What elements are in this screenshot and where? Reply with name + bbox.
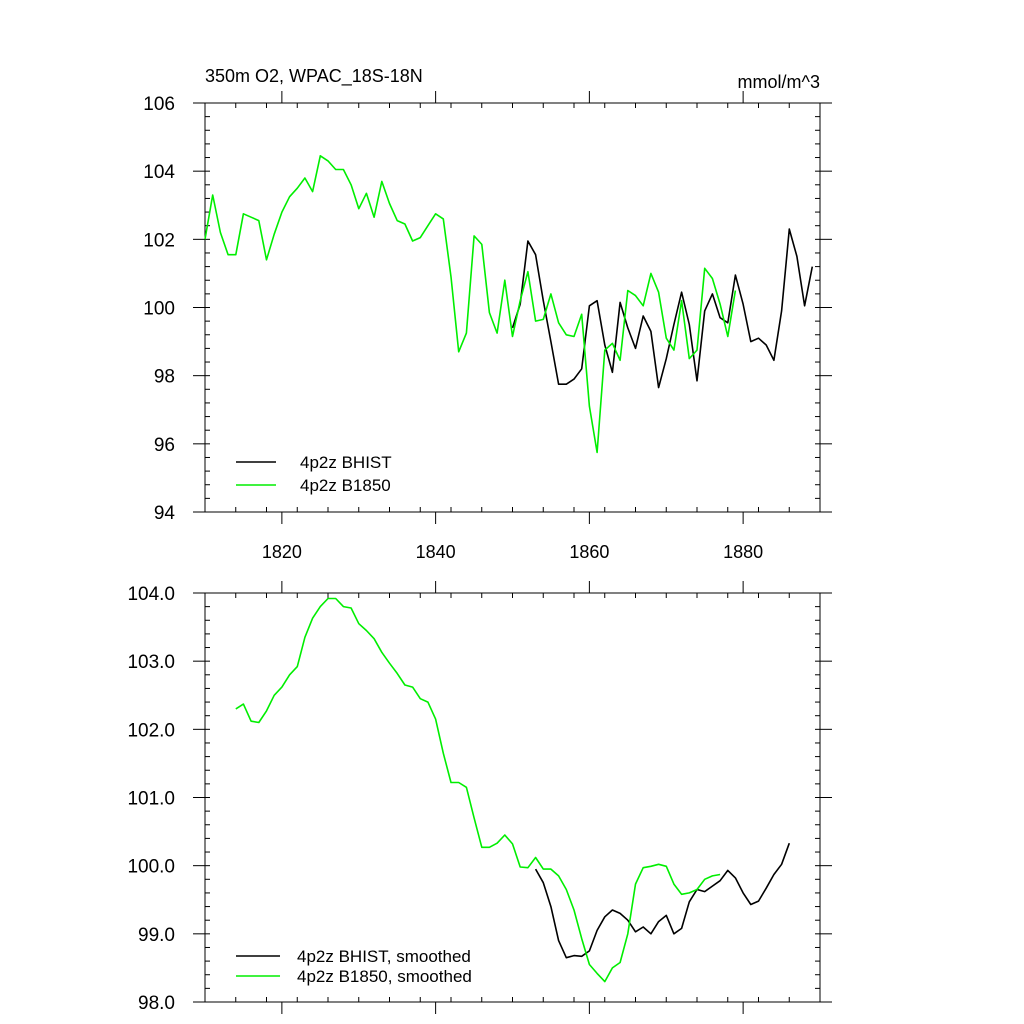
y-tick-label: 104.0 (127, 584, 175, 605)
top-panel: 1820 1840 1860 1880 94 96 98 100 102 104 106 350m O… (143, 66, 832, 562)
legend-label: 4p2z B1850, smoothed (297, 967, 472, 986)
x-tick-label: 1860 (569, 542, 609, 562)
y-tick-label: 100.0 (127, 857, 175, 878)
y-tick-label: 102.0 (127, 720, 175, 741)
x-tick-label: 1840 (416, 542, 456, 562)
units-label: mmol/m^3 (738, 72, 820, 92)
y-tick-label: 102 (143, 230, 175, 251)
series-line-4p2z-bhist-smoothed (534, 842, 791, 959)
y-tick-label: 94 (154, 503, 176, 524)
x-tick-label: 1820 (262, 542, 302, 562)
legend-label: 4p2z BHIST, smoothed (297, 947, 471, 966)
x-tick-label: 1880 (723, 542, 763, 562)
legend-label: 4p2z BHIST (300, 453, 392, 472)
y-tick-label: 98 (154, 367, 175, 388)
y-tick-label: 98.0 (138, 993, 175, 1014)
chart-title: 350m O2, WPAC_18S-18N (205, 66, 423, 87)
y-tick-label: 101.0 (127, 789, 175, 810)
y-tick-label: 104 (143, 162, 175, 183)
y-tick-label: 103.0 (127, 652, 175, 673)
legend-label: 4p2z B1850 (300, 476, 391, 495)
plot-frame (204, 592, 821, 1003)
y-tick-label: 96 (154, 435, 175, 456)
y-tick-label: 106 (143, 94, 175, 115)
plot-frame (204, 102, 821, 513)
series-line-4p2z-b1850-smoothed (235, 597, 721, 983)
bottom-panel: 98.0 99.0 100.0 101.0 102.0 103.0 104.0 4p2z BH… (127, 581, 832, 1014)
series-line-4p2z-bhist (511, 228, 814, 389)
y-tick-label: 99.0 (138, 925, 175, 946)
y-tick-label: 100 (143, 299, 175, 320)
series-line-4p2z-b1850 (204, 155, 737, 454)
